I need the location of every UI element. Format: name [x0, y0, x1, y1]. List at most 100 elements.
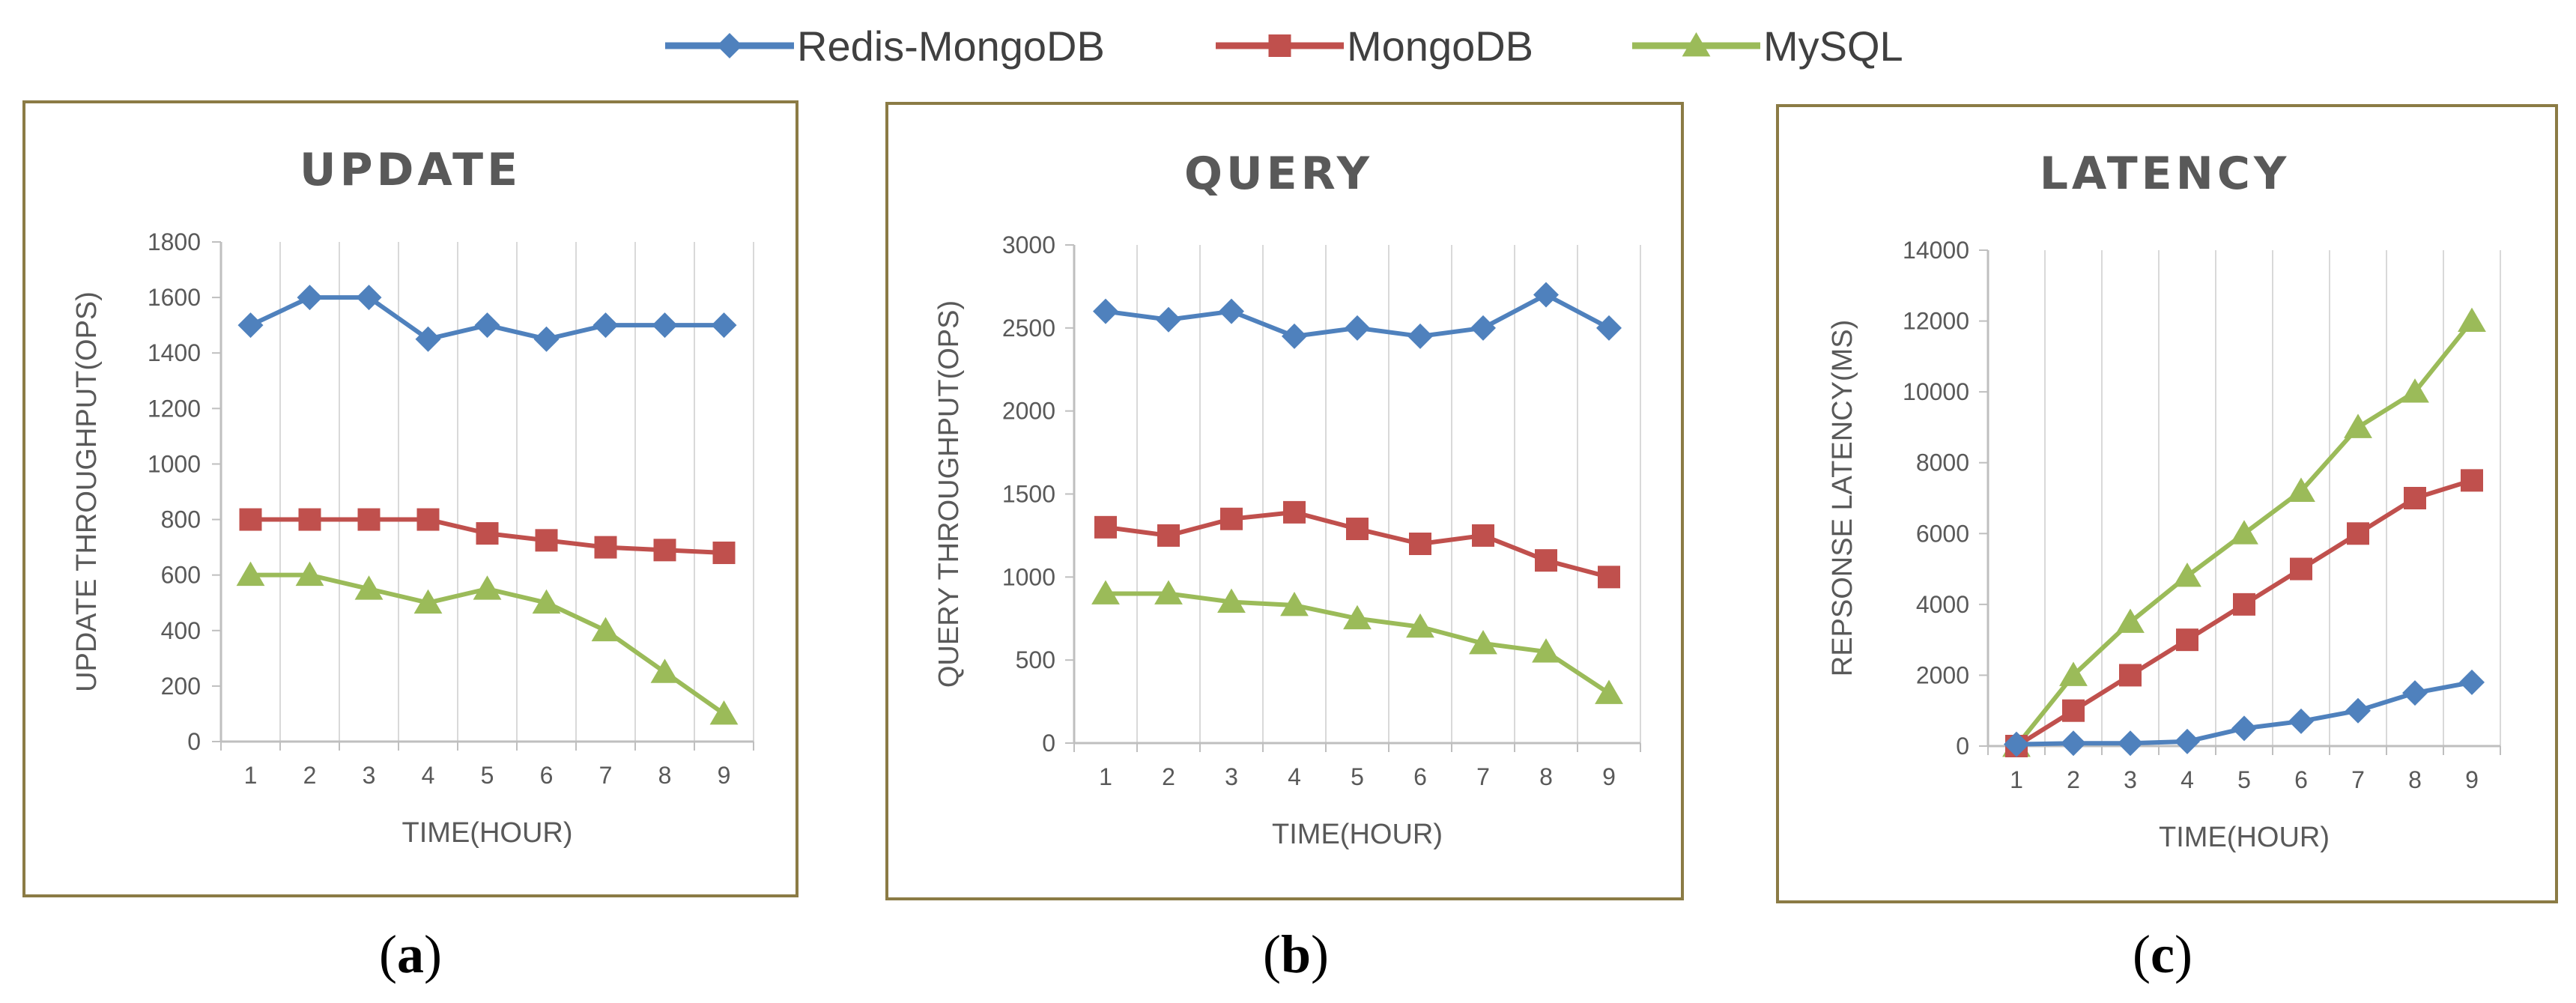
series-group: [236, 285, 739, 725]
legend-label: Redis-MongoDB: [797, 22, 1105, 70]
y-tick-label: 0: [187, 728, 201, 755]
data-point: [1406, 613, 1434, 638]
data-point: [1346, 518, 1369, 541]
data-point: [2288, 708, 2314, 734]
legend-item-mysql: MySQL: [1632, 22, 1903, 70]
data-point: [2173, 563, 2201, 587]
legend-item-mongodb: MongoDB: [1216, 22, 1533, 70]
x-tick-label: 9: [2465, 766, 2479, 793]
y-tick-label: 1800: [148, 228, 201, 255]
data-point: [2459, 669, 2485, 695]
data-point: [1093, 298, 1118, 324]
data-point: [1220, 507, 1243, 530]
legend-label: MySQL: [1763, 22, 1903, 70]
panel-label-open-paren: (: [2133, 924, 2151, 984]
x-tick-label: 9: [718, 762, 731, 789]
data-point: [2287, 477, 2315, 502]
chart-panel-update: UPDATE 0 200 400 600 800 1000 1200 1400 1600 1800 1…: [22, 100, 798, 897]
y-tick-label: 1200: [148, 395, 201, 422]
data-point: [593, 312, 619, 339]
data-point: [1217, 588, 1246, 613]
data-point: [1283, 500, 1306, 524]
y-tick-label: 400: [161, 617, 201, 644]
data-point: [2231, 715, 2257, 742]
y-tick-label: 14000: [1903, 237, 1969, 264]
x-tick-label: 5: [2237, 766, 2251, 793]
x-tick-label: 1: [2010, 766, 2023, 793]
data-point: [652, 312, 678, 339]
y-tick-label: 600: [161, 562, 201, 589]
data-point: [2404, 487, 2426, 509]
data-point: [237, 312, 264, 339]
panel-label-close-paren: ): [2175, 924, 2192, 984]
y-tick-label: 1400: [148, 339, 201, 366]
y-tick-label: 0: [1042, 730, 1055, 757]
y-tick-label: 4000: [1916, 591, 1969, 618]
y-tick-label: 1000: [1002, 563, 1055, 590]
data-point: [2290, 557, 2312, 581]
data-point: [2347, 522, 2369, 545]
data-point: [2402, 680, 2428, 706]
data-point: [1345, 315, 1370, 341]
y-tick-label: 10000: [1903, 378, 1969, 405]
data-point: [2230, 520, 2258, 545]
panel-label-open-paren: (: [1263, 924, 1281, 984]
data-point: [1156, 306, 1181, 333]
data-point: [2461, 469, 2483, 492]
data-point: [354, 575, 384, 600]
chart-title: LATENCY: [2040, 148, 2291, 200]
x-tick-label: 8: [2408, 766, 2422, 793]
series-redis-mongodb: [2004, 669, 2485, 757]
data-point: [1407, 323, 1433, 349]
y-axis-title: QUERY THROUGHPUT(OPS): [933, 300, 965, 688]
series-mysql: [2002, 307, 2486, 757]
x-tick-label: 2: [2067, 766, 2080, 793]
y-tick-label: 0: [1956, 733, 1969, 760]
data-point: [1409, 533, 1431, 555]
y-tick-label: 3000: [1002, 231, 1055, 258]
x-tick-label: 4: [422, 762, 435, 789]
y-tick-label: 12000: [1903, 308, 1969, 335]
legend-diamond-icon: [717, 33, 742, 58]
panel-label-close-paren: ): [424, 924, 442, 984]
data-point: [415, 326, 441, 352]
legend-label: MongoDB: [1347, 22, 1533, 70]
x-tick-label: 5: [1351, 763, 1364, 790]
data-point: [650, 658, 679, 683]
data-point: [2345, 697, 2371, 724]
y-tick-label: 2000: [1916, 661, 1969, 688]
data-point: [2116, 608, 2145, 633]
data-point: [711, 312, 737, 339]
chart-border: [22, 100, 798, 897]
data-point: [2059, 661, 2088, 686]
y-axis-title: UPDATE THROUGHPUT(OPS): [71, 291, 103, 692]
series-redis-mongodb: [1093, 282, 1622, 349]
data-point: [2062, 699, 2085, 722]
x-tick-label: 2: [1162, 763, 1175, 790]
data-point: [712, 542, 736, 565]
y-tick-label: 200: [161, 673, 201, 700]
panel-label-open-paren: (: [379, 924, 397, 984]
data-point: [532, 589, 561, 614]
y-tick-label: 2500: [1002, 315, 1055, 342]
panel-label-letter: a: [397, 924, 424, 984]
data-point: [653, 539, 676, 562]
data-point: [476, 522, 499, 545]
data-point: [709, 700, 739, 725]
data-point: [1532, 638, 1560, 663]
x-axis-title: TIME(HOUR): [2159, 822, 2330, 853]
y-tick-label: 1500: [1002, 481, 1055, 508]
chart-panel-query: QUERY 0 500 1000 1500 2000 2500 3000 1 2 3 4 5 6 7 8 9 TI…: [885, 102, 1684, 900]
data-point: [1535, 549, 1557, 572]
x-tick-label: 7: [1476, 763, 1490, 790]
series-group: [2002, 307, 2486, 757]
data-point: [236, 561, 265, 587]
x-tick-label: 1: [244, 762, 258, 789]
data-point: [2176, 628, 2198, 652]
x-tick-label: 3: [2124, 766, 2137, 793]
data-point: [2458, 307, 2486, 332]
data-point: [1282, 323, 1307, 349]
data-point: [1533, 282, 1559, 308]
x-tick-label: 3: [1225, 763, 1238, 790]
